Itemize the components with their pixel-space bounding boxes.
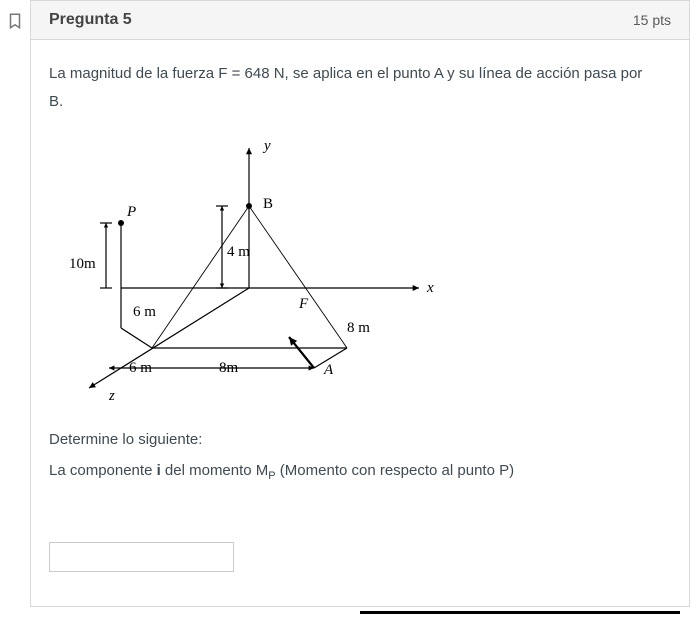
bookmark-icon[interactable] (6, 12, 24, 30)
svg-text:8m: 8m (219, 360, 239, 376)
svg-text:10m: 10m (69, 256, 96, 272)
prompt-subscript: P (268, 470, 275, 482)
prompt-heading: Determine lo siguiente: (49, 431, 671, 448)
bottom-rule (360, 611, 680, 614)
question-card: Pregunta 5 15 pts La magnitud de la fuer… (30, 0, 690, 607)
prompt-text: La componente i del momento MP (Momento … (49, 462, 671, 482)
prompt-text-prefix: La componente (49, 462, 157, 479)
svg-text:4 m: 4 m (227, 244, 250, 260)
question-header: Pregunta 5 15 pts (31, 1, 689, 40)
figure: y x z P B A F 10m 4 m 6 m 6 m 8m 8 m (49, 128, 671, 413)
question-title: Pregunta 5 (49, 11, 132, 29)
answer-input[interactable] (49, 542, 234, 572)
figure-svg: y x z P B A F 10m 4 m 6 m 6 m 8m 8 m (49, 128, 449, 408)
svg-text:z: z (108, 388, 115, 404)
svg-text:A: A (323, 362, 334, 378)
stem-line-1: La magnitud de la fuerza F = 648 N, se a… (49, 62, 671, 86)
svg-text:x: x (426, 280, 434, 296)
svg-text:F: F (298, 296, 309, 312)
svg-text:8 m: 8 m (347, 320, 370, 336)
prompt-text-mid: del momento M (161, 462, 269, 479)
question-body: La magnitud de la fuerza F = 648 N, se a… (31, 40, 689, 606)
svg-text:y: y (262, 138, 271, 154)
prompt-text-suffix: (Momento con respecto al punto P) (276, 462, 514, 479)
svg-text:B: B (263, 196, 273, 212)
svg-text:6 m: 6 m (133, 304, 156, 320)
svg-text:P: P (126, 204, 136, 220)
stem-line-2: B. (49, 90, 671, 114)
question-points: 15 pts (633, 12, 671, 28)
svg-text:6 m: 6 m (129, 360, 152, 376)
